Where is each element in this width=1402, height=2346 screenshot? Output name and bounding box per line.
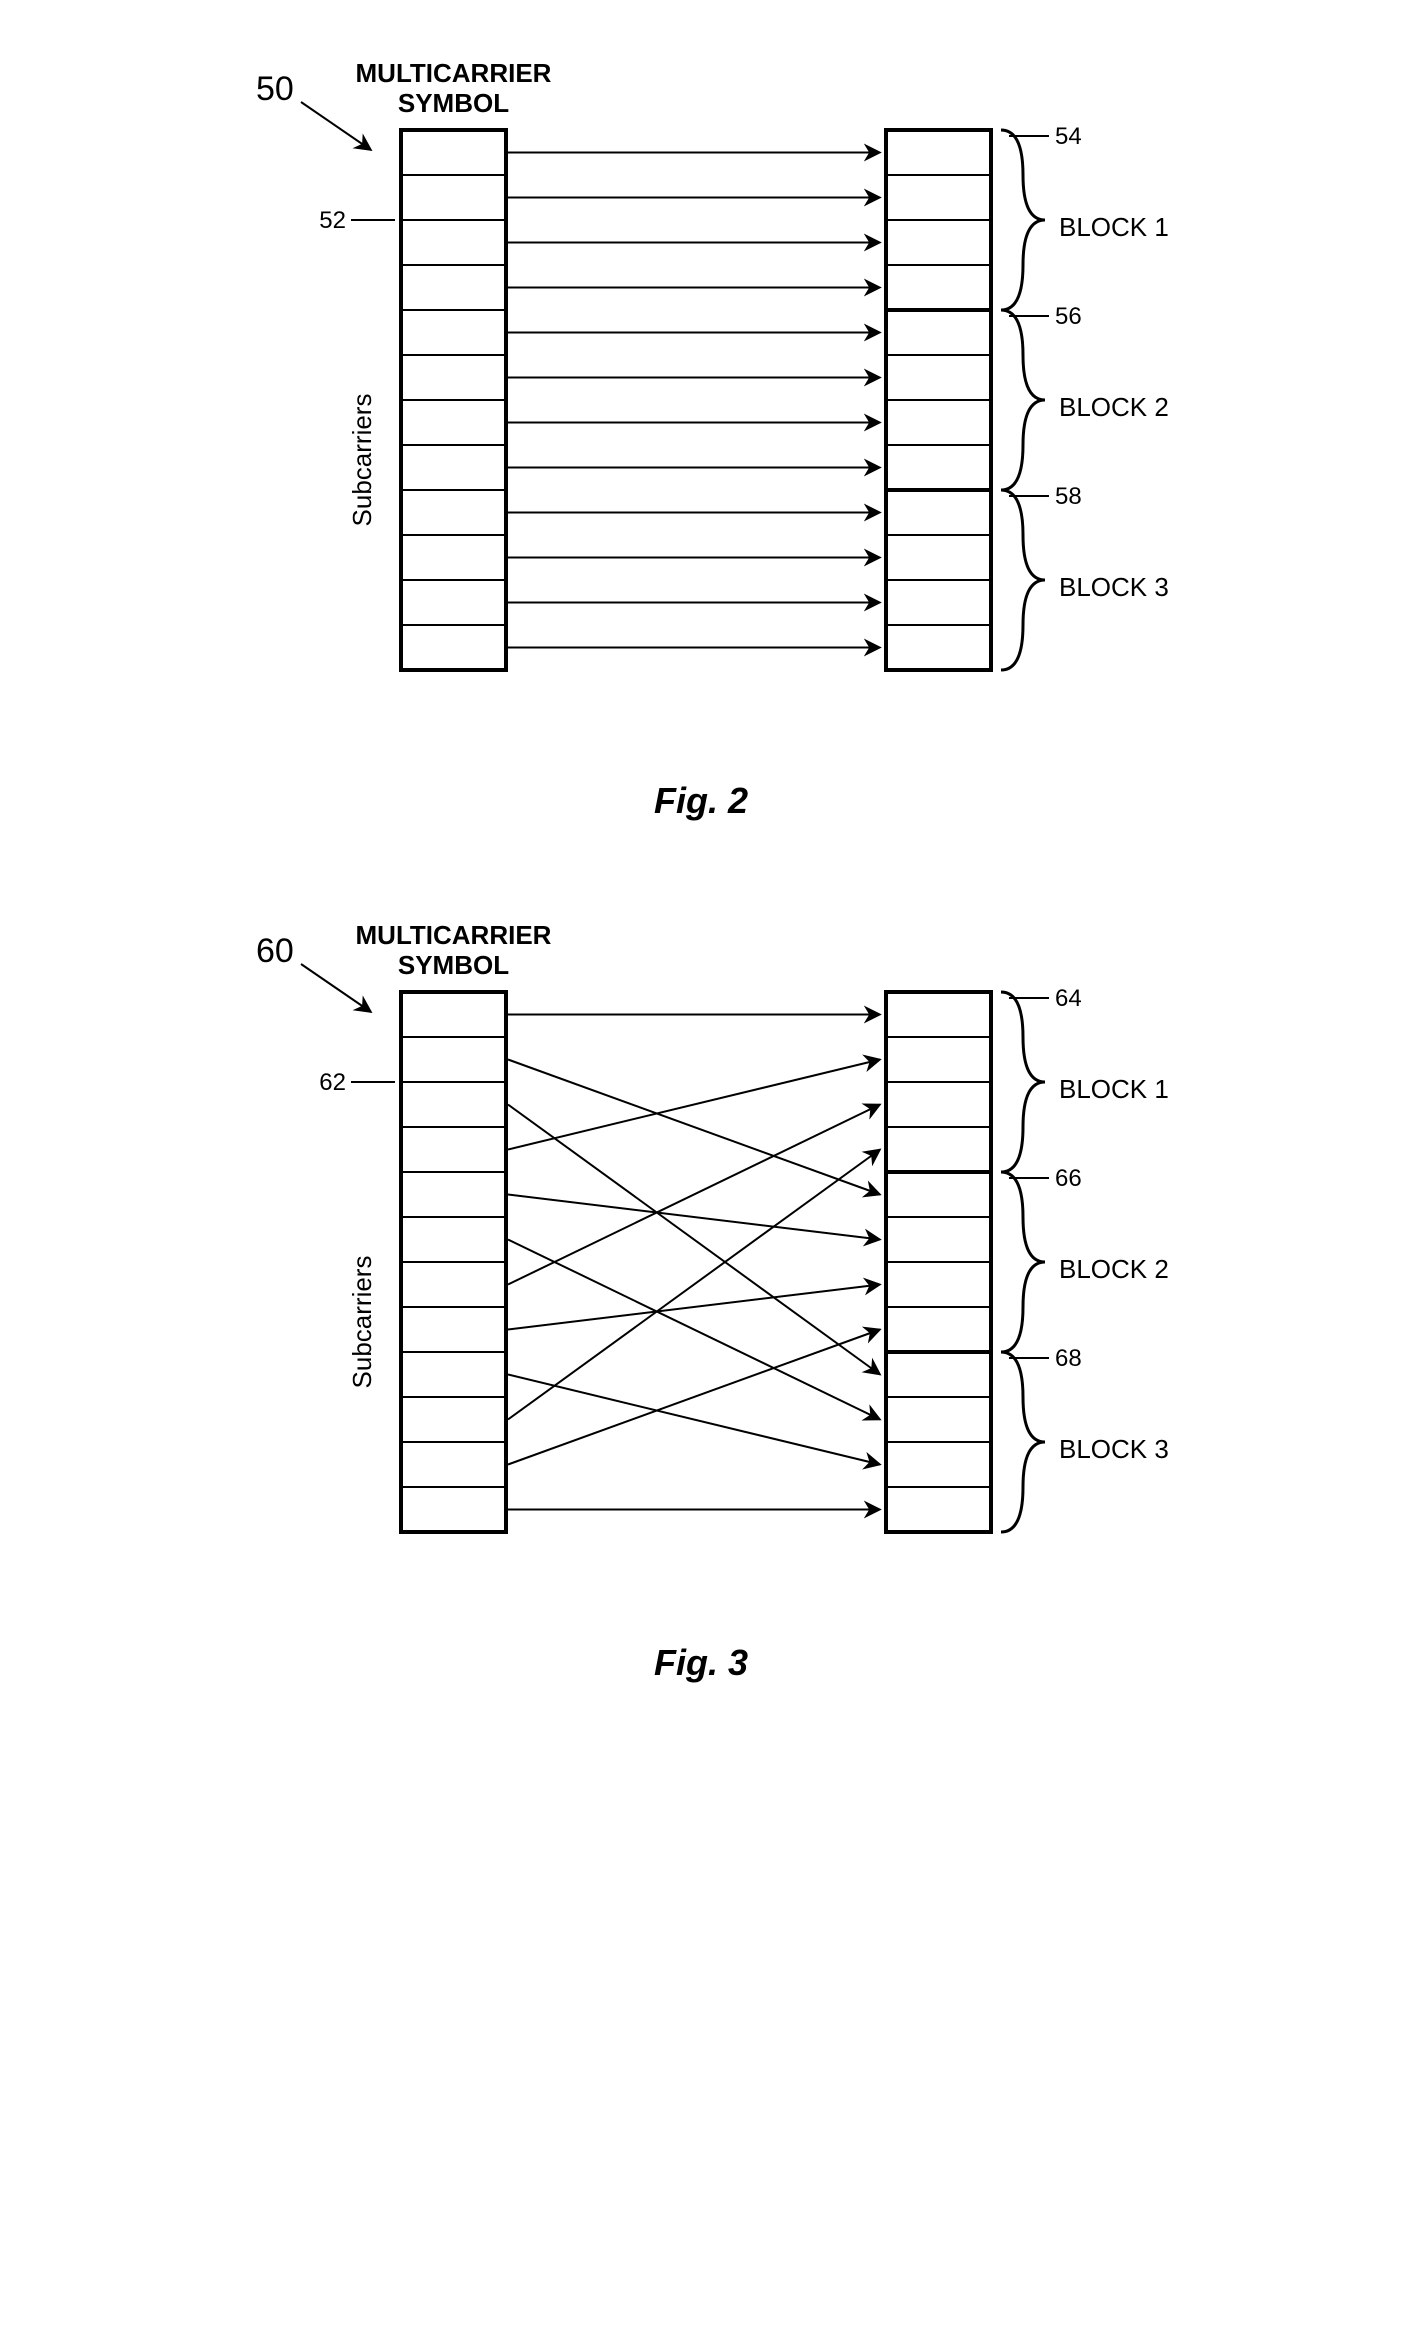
mapping-arrow [508, 1060, 880, 1150]
mapping-arrow [508, 1195, 880, 1240]
figure-3-caption: Fig. 3 [654, 1642, 748, 1684]
mapping-arrow [508, 1240, 880, 1420]
mapping-arrow [508, 1150, 880, 1420]
multicarrier-symbol-title: MULTICARRIER [356, 920, 552, 950]
figure-3-svg: MULTICARRIERSYMBOL 60 62 Subcarriers 64 BLOCK… [201, 902, 1201, 1602]
mapping-arrow [508, 1105, 880, 1375]
subcarriers-axis-label: Subcarriers [347, 394, 377, 527]
left-rect-ref-label: 62 [319, 1069, 346, 1096]
block-brace [1001, 310, 1045, 490]
figure-2: MULTICARRIERSYMBOL 50 52 Subcarriers 54 BLOCK… [20, 40, 1382, 822]
block-label: BLOCK 3 [1059, 572, 1169, 602]
multicarrier-symbol-title: MULTICARRIER [356, 58, 552, 88]
block-label: BLOCK 1 [1059, 1074, 1169, 1104]
figure-number: 50 [256, 70, 294, 108]
block-brace [1001, 1172, 1045, 1352]
mapping-arrow [508, 1105, 880, 1285]
block-brace [1001, 490, 1045, 670]
block-ref-number: 64 [1055, 985, 1082, 1012]
multicarrier-symbol-title-2: SYMBOL [398, 88, 509, 118]
block-ref-number: 56 [1055, 303, 1082, 330]
block-label: BLOCK 2 [1059, 1254, 1169, 1284]
block-brace [1001, 130, 1045, 310]
mapping-arrow [508, 1060, 880, 1195]
block-brace [1001, 992, 1045, 1172]
mapping-arrow [508, 1375, 880, 1465]
mapping-arrow [508, 1330, 880, 1465]
subcarriers-axis-label: Subcarriers [347, 1256, 377, 1389]
block-label: BLOCK 3 [1059, 1434, 1169, 1464]
figure-number-pointer [301, 102, 371, 150]
block-ref-number: 68 [1055, 1345, 1082, 1372]
block-ref-number: 54 [1055, 123, 1082, 150]
block-ref-number: 58 [1055, 483, 1082, 510]
block-brace [1001, 1352, 1045, 1532]
block-label: BLOCK 2 [1059, 392, 1169, 422]
multicarrier-symbol-title-2: SYMBOL [398, 950, 509, 980]
left-rect-ref-label: 52 [319, 207, 346, 234]
figure-3: MULTICARRIERSYMBOL 60 62 Subcarriers 64 BLOCK… [20, 902, 1382, 1684]
figure-2-caption: Fig. 2 [654, 780, 748, 822]
figure-number: 60 [256, 932, 294, 970]
block-label: BLOCK 1 [1059, 212, 1169, 242]
figure-2-svg: MULTICARRIERSYMBOL 50 52 Subcarriers 54 BLOCK… [201, 40, 1201, 740]
block-ref-number: 66 [1055, 1165, 1082, 1192]
mapping-arrow [508, 1285, 880, 1330]
figure-number-pointer [301, 964, 371, 1012]
